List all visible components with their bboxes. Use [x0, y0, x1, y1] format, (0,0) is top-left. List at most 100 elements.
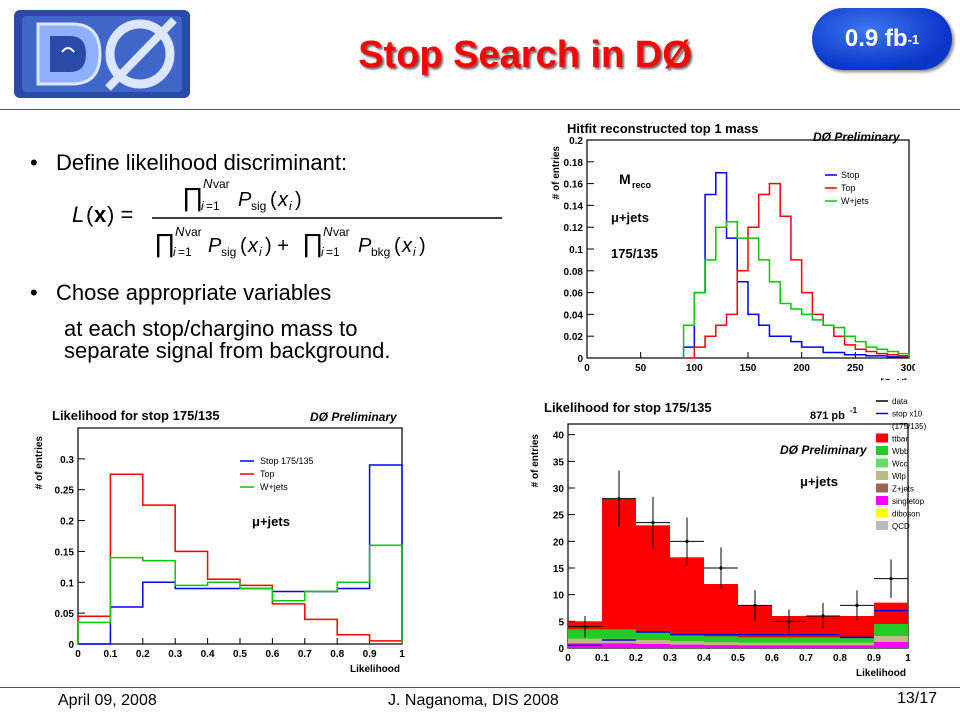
x-tick-label: 0.3: [168, 649, 182, 660]
svg-text:N: N: [323, 224, 333, 239]
x-tick-label: 150: [740, 363, 757, 374]
legend-label: Wlp: [892, 472, 906, 481]
legend-label: Wbb: [892, 447, 909, 456]
chart-title: Likelihood for stop 175/135: [544, 400, 712, 415]
footer-rule: [0, 687, 960, 688]
footer-date: April 09, 2008: [58, 692, 157, 709]
x-tick-label: 0: [584, 363, 590, 374]
x-tick-label: 300: [901, 363, 915, 374]
legend-label: Top: [260, 469, 275, 479]
bullet-dot: •: [30, 280, 57, 305]
y-tick-label: 0.25: [55, 486, 75, 497]
svg-text:i: i: [321, 245, 324, 259]
svg-text:): ): [295, 189, 302, 211]
y-axis-label: # of entries: [530, 434, 541, 488]
x-tick-label: 50: [635, 363, 647, 374]
y-tick-label: 25: [553, 511, 565, 522]
lumi-label: 871 pb: [810, 410, 845, 422]
header-rule: [0, 109, 960, 110]
data-point: [889, 577, 893, 581]
svg-text:(: (: [86, 202, 94, 227]
svg-text:i: i: [289, 199, 292, 213]
luminosity-badge: 0.9 fb -1: [812, 8, 952, 70]
bullet-2: • Chose appropriate variables: [30, 280, 331, 306]
y-tick-label: 0.12: [564, 223, 584, 234]
x-tick-label: 0: [565, 653, 571, 664]
annotation-channel: μ+jets: [252, 514, 290, 529]
svg-text:N: N: [203, 176, 213, 191]
legend-label: W+jets: [260, 482, 288, 492]
singletop-bar: [840, 645, 874, 648]
y-tick-label: 0.04: [564, 310, 584, 321]
svg-text:x: x: [401, 235, 413, 257]
y-tick-label: 40: [553, 431, 565, 442]
svg-text:∏: ∏: [302, 228, 323, 258]
singletop-bar: [704, 645, 738, 648]
data-point: [753, 603, 757, 607]
y-axis-label: # of entries: [34, 436, 45, 490]
data-point: [651, 521, 655, 525]
x-tick-label: 0: [75, 649, 81, 660]
singletop-bar: [806, 645, 840, 648]
series-line-wjets: [682, 221, 910, 358]
y-tick-label: 0: [577, 354, 583, 365]
svg-text:=1: =1: [178, 245, 192, 259]
svg-text:i: i: [413, 245, 416, 259]
x-tick-label: 0.8: [833, 653, 847, 664]
svg-text:bkg: bkg: [371, 245, 390, 259]
y-tick-label: 0: [558, 644, 564, 655]
svg-text:(: (: [394, 235, 401, 257]
wlp-bar: [704, 642, 738, 648]
y-tick-label: 0: [68, 640, 74, 651]
y-tick-label: 0.06: [564, 289, 584, 300]
preliminary-tag: DØ Preliminary: [813, 130, 901, 144]
lumi-exponent: -1: [850, 406, 858, 415]
data-point: [821, 614, 825, 618]
series-line-stop: [682, 171, 910, 358]
series-line-wjets: [77, 544, 403, 644]
annotation-channel: μ+jets: [611, 210, 649, 225]
annotation-mreco-sub: reco: [632, 180, 652, 190]
x-axis-label: mass[GeV]: [855, 378, 907, 380]
y-tick-label: 0.2: [569, 136, 583, 147]
svg-text:var: var: [185, 225, 202, 239]
svg-text:) +: ) +: [265, 235, 289, 257]
y-tick-label: 0.05: [55, 609, 75, 620]
x-tick-label: 100: [686, 363, 703, 374]
svg-text:) =: ) =: [107, 202, 133, 227]
wbb-bar: [806, 637, 840, 648]
legend-swatch: [876, 433, 888, 443]
annotation-channel: μ+jets: [800, 474, 838, 489]
y-axis-label: # of entries: [551, 146, 562, 200]
x-axis-label: Likelihood: [350, 664, 400, 675]
svg-text:sig: sig: [251, 199, 266, 213]
legend-label: stop x10: [892, 410, 923, 419]
legend-swatch: [876, 508, 888, 518]
svg-text:=1: =1: [326, 245, 340, 259]
y-tick-label: 0.16: [564, 180, 584, 191]
annotation-mreco: M: [619, 171, 631, 187]
y-tick-label: 5: [558, 617, 564, 628]
svg-text:P: P: [238, 189, 252, 211]
svg-text:): ): [419, 235, 426, 257]
x-tick-label: 0.5: [233, 649, 247, 660]
legend-label: diboson: [892, 510, 920, 519]
svg-text:i: i: [173, 245, 176, 259]
y-tick-label: 0.08: [564, 267, 584, 278]
wlp-bar: [670, 641, 704, 648]
y-tick-label: 0.02: [564, 332, 584, 343]
x-tick-label: 0.1: [595, 653, 609, 664]
singletop-bar: [670, 644, 704, 648]
legend-label: Stop 175/135: [260, 456, 314, 466]
bullet-2-line-3: separate signal from background.: [64, 338, 391, 363]
wbb-bar: [704, 636, 738, 648]
svg-text:=1: =1: [206, 199, 220, 213]
svg-text:(: (: [240, 235, 247, 257]
x-tick-label: 0.6: [765, 653, 779, 664]
dzero-logo: [14, 10, 190, 98]
series-line-top: [683, 182, 910, 359]
y-tick-label: 15: [553, 564, 565, 575]
bullet-2-line-2: at each stop/chargino mass to: [64, 316, 358, 341]
legend-label: Stop: [841, 170, 860, 180]
legend-swatch: [876, 521, 888, 530]
